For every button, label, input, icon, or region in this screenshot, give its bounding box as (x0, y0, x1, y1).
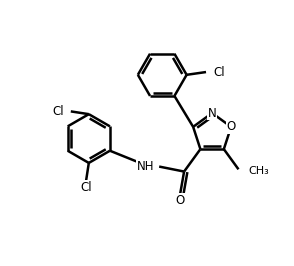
Text: Cl: Cl (52, 105, 64, 118)
Text: O: O (175, 194, 185, 207)
Text: O: O (226, 120, 236, 133)
Text: CH₃: CH₃ (248, 166, 269, 176)
Text: Cl: Cl (213, 65, 225, 78)
Text: NH: NH (137, 160, 154, 173)
Text: Cl: Cl (80, 181, 92, 194)
Text: N: N (208, 107, 216, 119)
